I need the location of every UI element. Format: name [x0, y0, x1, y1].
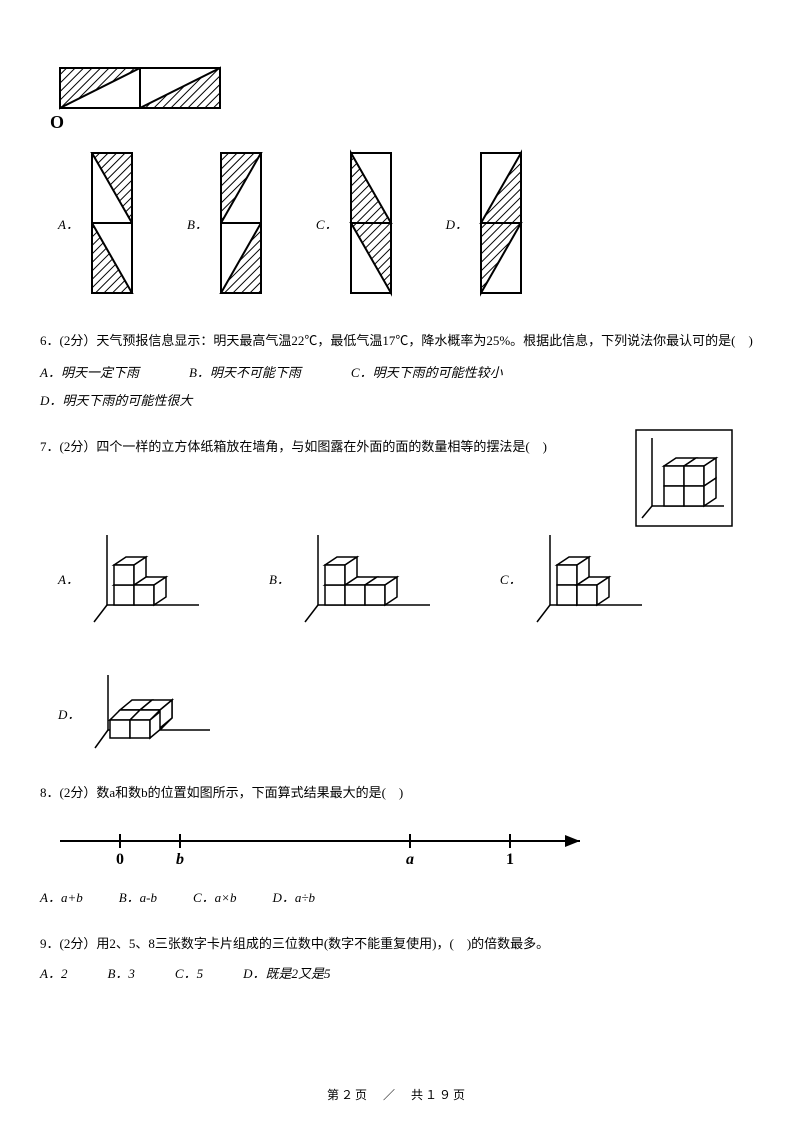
q6-opt-b: B．明天不可能下雨: [189, 360, 301, 386]
q6-opts-row2: D．明天下雨的可能性很大: [40, 388, 754, 414]
q7: 7．(2分）四个一样的立方体纸箱放在墙角，与如图露在外面的面的数量相等的摆法是(…: [40, 434, 754, 760]
q8-opt-a: A．a+b: [40, 885, 83, 911]
svg-text:b: b: [176, 851, 184, 866]
q8-opt-c: C．a×b: [193, 885, 236, 911]
q6-opt-c: C．明天下雨的可能性较小: [351, 360, 503, 386]
q7-opt-b: B．: [269, 530, 440, 630]
q9-opt-a: A．2: [40, 961, 67, 987]
q6-opt-d: D．明天下雨的可能性很大: [40, 393, 192, 408]
q6-opt-a: A．明天一定下雨: [40, 360, 139, 386]
q5-label-c: C．: [316, 214, 338, 233]
q8-opt-b: B．a-b: [119, 885, 157, 911]
q5-opt-d: D．: [446, 148, 526, 298]
q9-opt-c: C．5: [175, 961, 203, 987]
q7-label-a: A．: [58, 567, 79, 593]
q6: 6．(2分）天气预报信息显示：明天最高气温22℃，最低气温17℃，降水概率为25…: [40, 328, 754, 414]
q8: 8．(2分）数a和数b的位置如图所示，下面算式结果最大的是( ) 0 b a 1…: [40, 780, 754, 911]
q9: 9．(2分）用2、5、8三张数字卡片组成的三位数中(数字不能重复使用)，( )的…: [40, 931, 754, 987]
svg-text:O: O: [50, 112, 64, 132]
q7-opt-a: A．: [58, 530, 209, 630]
q7-label-c: C．: [500, 567, 522, 593]
q6-opts-row1: A．明天一定下雨 B．明天不可能下雨 C．明天下雨的可能性较小: [40, 360, 754, 386]
q5-opt-c: C．: [316, 148, 396, 298]
q8-opt-d: D．a÷b: [272, 885, 315, 911]
q8-options: A．a+b B．a-b C．a×b D．a÷b: [40, 885, 754, 911]
q7-label-b: B．: [269, 567, 290, 593]
q5-main-figure: O: [40, 60, 754, 140]
q7-options: A． B．: [58, 530, 754, 760]
svg-text:1: 1: [506, 851, 514, 866]
svg-text:a: a: [406, 851, 414, 866]
q7-opt-c: C．: [500, 530, 652, 630]
q5-main-svg: O: [40, 60, 230, 140]
q7-opt-d: D．: [58, 670, 754, 760]
q5-options: A． B． C． D．: [58, 148, 754, 298]
q5-opt-a: A．: [58, 148, 137, 298]
q9-stem: 9．(2分）用2、5、8三张数字卡片组成的三位数中(数字不能重复使用)，( )的…: [40, 931, 754, 957]
svg-text:0: 0: [116, 851, 124, 866]
q9-opt-d: D．既是2又是5: [243, 961, 330, 987]
q7-label-d: D．: [58, 702, 80, 728]
q5-label-a: A．: [58, 214, 79, 233]
q9-opt-b: B．3: [107, 961, 134, 987]
q8-number-line: 0 b a 1: [40, 816, 754, 875]
q9-options: A．2 B．3 C．5 D．既是2又是5: [40, 961, 754, 987]
q6-stem: 6．(2分）天气预报信息显示：明天最高气温22℃，最低气温17℃，降水概率为25…: [40, 328, 754, 354]
q8-stem: 8．(2分）数a和数b的位置如图所示，下面算式结果最大的是( ): [40, 780, 754, 806]
q5-label-d: D．: [446, 214, 468, 233]
q5-label-b: B．: [187, 214, 208, 233]
page-footer: 第２页 ／ 共１９页: [0, 1086, 794, 1103]
q5-opt-b: B．: [187, 148, 266, 298]
q7-ref-figure: [634, 428, 734, 528]
